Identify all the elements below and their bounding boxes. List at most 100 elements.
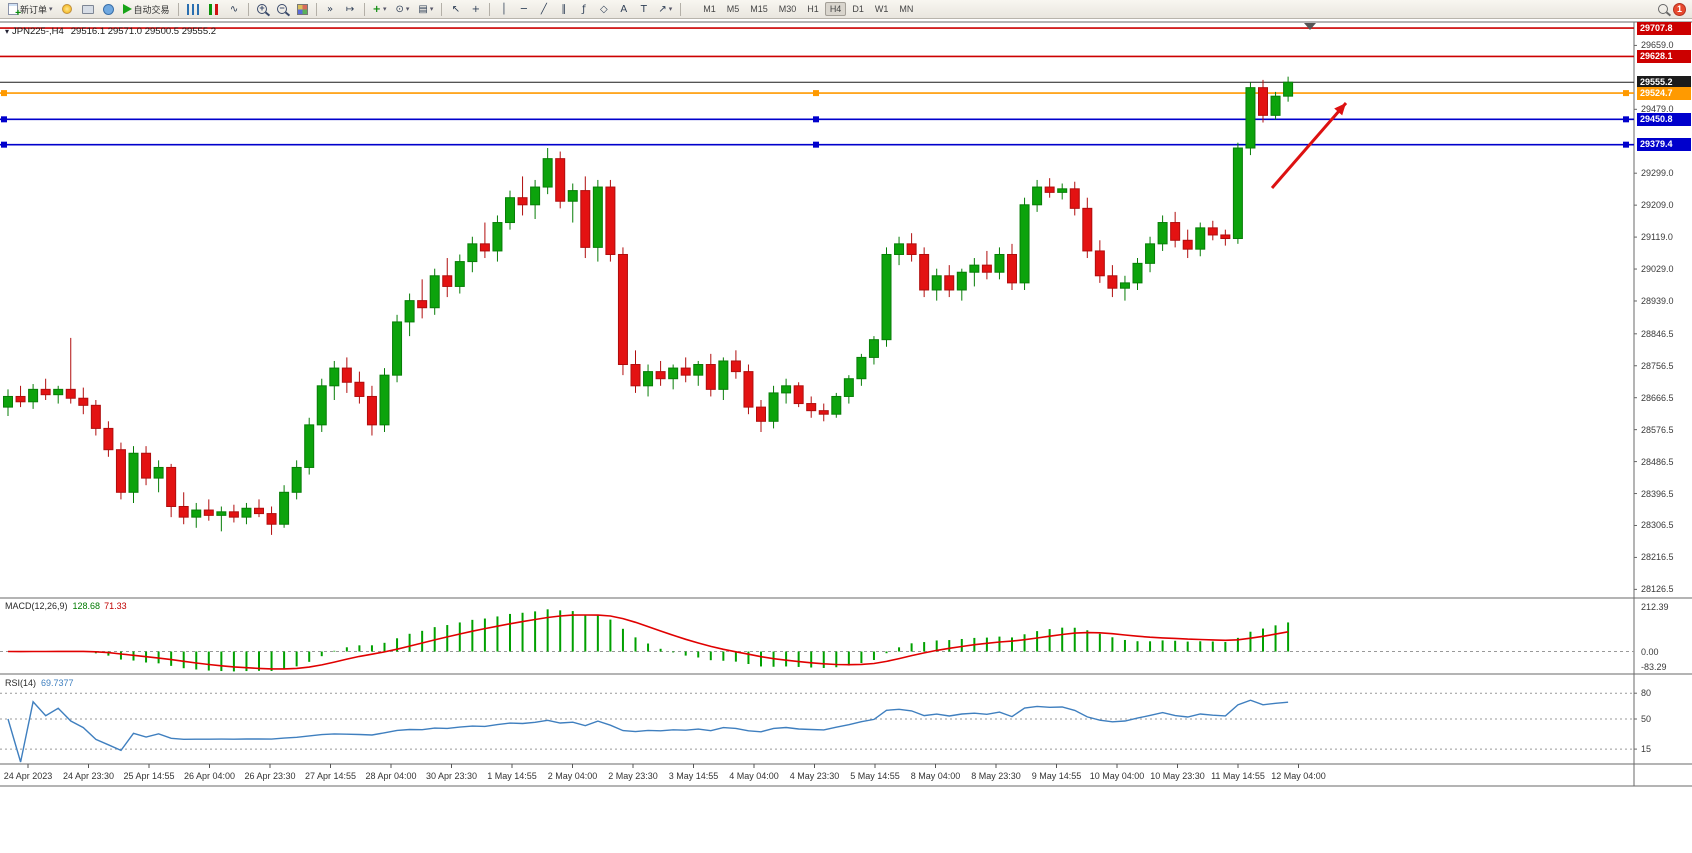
equidistant-channel-button[interactable]: ∥ bbox=[554, 1, 573, 18]
line-drag-handle[interactable] bbox=[1623, 116, 1629, 123]
zoom-in-button[interactable] bbox=[253, 1, 272, 18]
candle-81 bbox=[1019, 197, 1030, 290]
line-drag-handle[interactable] bbox=[1, 116, 7, 123]
auto-scroll-button[interactable]: » bbox=[321, 1, 340, 18]
chart-shift-button[interactable]: ↦ bbox=[341, 1, 360, 18]
timeframe-mn-button[interactable]: MN bbox=[894, 2, 918, 16]
candle-35 bbox=[442, 258, 453, 298]
line-drag-handle[interactable] bbox=[813, 141, 819, 148]
symbol-collapse-icon[interactable]: ▾ bbox=[5, 27, 10, 36]
candle-20 bbox=[254, 499, 264, 518]
text-label-button[interactable]: T bbox=[634, 1, 653, 18]
new-order-button[interactable]: 新订单▾ bbox=[4, 1, 57, 18]
timeframe-h4-button[interactable]: H4 bbox=[824, 2, 847, 16]
search-icon[interactable] bbox=[1658, 4, 1668, 14]
market-watch-button[interactable] bbox=[99, 1, 118, 18]
line-drag-handle[interactable] bbox=[1623, 141, 1629, 148]
candle-6 bbox=[78, 387, 89, 415]
notification-badge[interactable]: 1 bbox=[1673, 2, 1686, 16]
horizontal-line-29524.7[interactable] bbox=[0, 90, 1634, 97]
arrow-annotation[interactable] bbox=[1270, 102, 1348, 189]
candle-60 bbox=[756, 400, 766, 432]
toolbar-separator bbox=[247, 2, 249, 16]
line-drag-handle[interactable] bbox=[813, 90, 819, 97]
line-drag-handle[interactable] bbox=[1, 141, 7, 148]
candle-19 bbox=[241, 502, 252, 525]
candle-90 bbox=[1132, 258, 1143, 290]
profiles-button[interactable] bbox=[78, 1, 98, 18]
main-toolbar: 新订单▾ 自动交易 ∿ » ↦ +▾⊙▾▤▾ ↖+ │─ ╱ ∥ ƒ ◇AT↗▾ M1M5M15M30… bbox=[0, 0, 1692, 19]
trendline-icon: ╱ bbox=[540, 3, 547, 15]
candle-5 bbox=[65, 337, 76, 404]
candle-64 bbox=[806, 396, 817, 418]
timeframe-d1-button[interactable]: D1 bbox=[847, 2, 869, 16]
line-drag-handle[interactable] bbox=[1, 90, 7, 97]
candle-11 bbox=[141, 446, 152, 486]
timeframe-h1-button[interactable]: H1 bbox=[802, 2, 824, 16]
fibonacci-icon: ƒ bbox=[582, 3, 586, 15]
bar-chart-mode-button[interactable] bbox=[183, 1, 203, 18]
zoom-out-icon bbox=[277, 4, 288, 14]
candle-89 bbox=[1119, 275, 1130, 301]
candle-97 bbox=[1220, 229, 1231, 246]
crosshair-button[interactable]: + bbox=[466, 1, 485, 18]
candle-91 bbox=[1145, 236, 1156, 273]
templates-button[interactable]: ▤ ▾ bbox=[414, 1, 437, 18]
timeframe-m30-button[interactable]: M30 bbox=[774, 2, 802, 16]
candle-54 bbox=[680, 357, 691, 383]
candle-30 bbox=[379, 368, 390, 432]
candle-99 bbox=[1245, 82, 1256, 156]
candle-62 bbox=[781, 378, 792, 404]
horizontal-line-29379.4[interactable] bbox=[0, 141, 1634, 148]
dropdown-caret-icon: ▾ bbox=[49, 5, 53, 13]
zoom-out-button[interactable] bbox=[273, 1, 292, 18]
auto-scroll-icon: » bbox=[326, 3, 334, 15]
candle-13 bbox=[166, 463, 177, 518]
candle-2 bbox=[28, 384, 39, 409]
candle-88 bbox=[1107, 265, 1118, 298]
line-chart-mode-button[interactable]: ∿ bbox=[225, 1, 244, 18]
timeframe-m1-button[interactable]: M1 bbox=[698, 2, 721, 16]
candle-82 bbox=[1032, 179, 1043, 212]
macd-main-value: 128.68 bbox=[72, 601, 101, 611]
line-drag-handle[interactable] bbox=[813, 116, 819, 123]
candle-21 bbox=[266, 506, 277, 535]
timeframe-m15-button[interactable]: M15 bbox=[745, 2, 773, 16]
timeframe-m5-button[interactable]: M5 bbox=[722, 2, 745, 16]
dropdown-caret-icon: ▾ bbox=[668, 5, 673, 13]
candle-29 bbox=[366, 385, 377, 436]
candle-41 bbox=[517, 176, 528, 216]
timeframe-w1-button[interactable]: W1 bbox=[870, 2, 894, 16]
candle-43 bbox=[542, 148, 553, 195]
candle-84 bbox=[1057, 183, 1068, 200]
candle-70 bbox=[881, 247, 892, 347]
candlestick-mode-button[interactable] bbox=[204, 1, 224, 18]
candle-16 bbox=[203, 499, 214, 521]
candle-14 bbox=[178, 492, 189, 525]
periods-button[interactable]: ⊙ ▾ bbox=[391, 1, 413, 18]
horizontal-line-button[interactable]: ─ bbox=[514, 1, 533, 18]
tile-windows-button[interactable] bbox=[293, 1, 312, 18]
zoom-in-icon bbox=[257, 4, 268, 14]
candle-17 bbox=[216, 506, 227, 532]
text-button[interactable]: A bbox=[614, 1, 633, 18]
candle-102 bbox=[1283, 76, 1294, 102]
candle-26 bbox=[329, 360, 340, 401]
horizontal-line-29450.8[interactable] bbox=[0, 116, 1634, 123]
candle-48 bbox=[605, 179, 616, 262]
candle-37 bbox=[467, 236, 478, 273]
shapes-button[interactable]: ◇ bbox=[594, 1, 613, 18]
chart-shift-marker[interactable] bbox=[1304, 23, 1316, 30]
line-drag-handle[interactable] bbox=[1623, 90, 1629, 97]
auto-trading-label: 自动交易 bbox=[133, 4, 170, 15]
candle-55 bbox=[693, 360, 704, 386]
vertical-line-button[interactable]: │ bbox=[494, 1, 513, 18]
auto-trading-button[interactable]: 自动交易 bbox=[119, 1, 174, 18]
fibonacci-button[interactable]: ƒ bbox=[574, 1, 593, 18]
arrow-objects-button[interactable]: ↗ ▾ bbox=[654, 1, 676, 18]
trendline-button[interactable]: ╱ bbox=[534, 1, 553, 18]
indicators-button[interactable]: + ▾ bbox=[369, 1, 391, 18]
cursor-button[interactable]: ↖ bbox=[446, 1, 465, 18]
chart-window-button[interactable] bbox=[58, 1, 77, 18]
